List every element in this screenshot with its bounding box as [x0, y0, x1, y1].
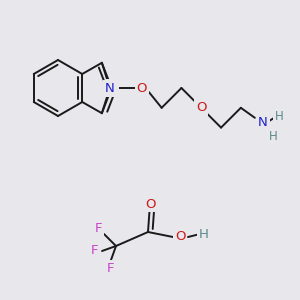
Text: N: N — [258, 116, 268, 129]
Text: O: O — [145, 197, 155, 211]
Text: F: F — [107, 262, 115, 275]
Text: F: F — [94, 221, 102, 235]
Text: O: O — [175, 230, 185, 244]
Text: O: O — [196, 101, 206, 114]
Text: N: N — [105, 82, 115, 94]
Text: O: O — [136, 82, 147, 94]
Text: H: H — [268, 130, 277, 143]
Text: H: H — [199, 227, 209, 241]
Text: H: H — [274, 110, 283, 123]
Text: O: O — [106, 81, 117, 94]
Text: O: O — [106, 82, 117, 95]
Text: F: F — [90, 244, 98, 257]
